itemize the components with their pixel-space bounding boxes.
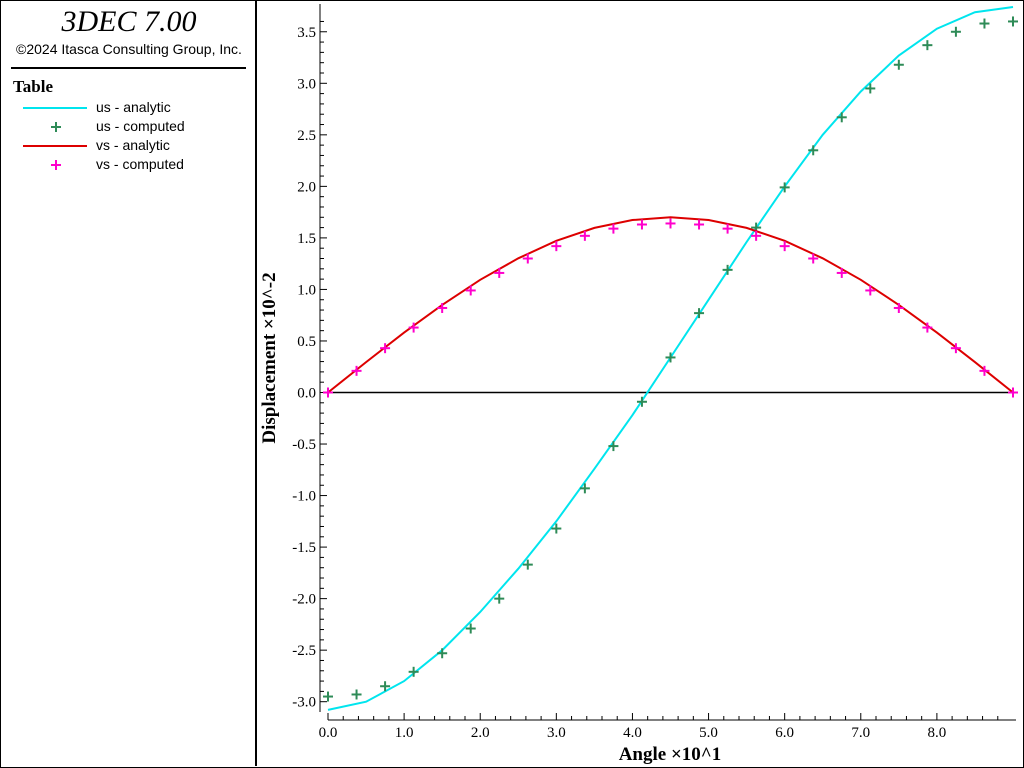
y-tick-label: 0.0 <box>297 385 316 401</box>
legend-label: vs - analytic <box>96 137 170 153</box>
x-tick-label: 6.0 <box>775 725 794 741</box>
data-point-us-computed <box>694 308 705 319</box>
y-tick-label: 0.5 <box>297 334 316 350</box>
data-point-vs-computed <box>323 387 333 398</box>
data-point-vs-computed <box>694 219 705 230</box>
data-point-us-computed <box>865 83 876 94</box>
data-point-vs-computed <box>522 253 533 264</box>
legend-title: Table <box>13 77 54 96</box>
data-point-us-computed <box>722 264 733 275</box>
data-point-vs-computed <box>579 230 590 241</box>
y-tick-label: -0.5 <box>292 437 316 453</box>
data-point-vs-computed <box>922 322 933 333</box>
y-tick-label: -1.0 <box>292 489 316 505</box>
data-point-vs-computed <box>665 218 676 229</box>
data-point-us-computed <box>979 18 990 29</box>
data-point-us-computed <box>808 145 819 156</box>
legend-label: us - computed <box>96 118 185 134</box>
data-point-us-computed <box>494 593 505 604</box>
x-tick-label: 1.0 <box>395 725 414 741</box>
y-tick-label: -2.0 <box>292 592 316 608</box>
data-point-vs-computed <box>722 223 733 234</box>
data-point-vs-computed <box>380 343 391 354</box>
legend-plus-sample <box>51 160 61 170</box>
data-point-us-computed <box>380 681 391 692</box>
legend-line-sample <box>23 107 87 109</box>
title-divider <box>11 67 246 69</box>
axes: -3.0 -2.5 -2.0 -1.5 -1.0 -0.5 0.0 0.5 1.0 1.5 2.0 2… <box>292 4 1016 741</box>
data-point-us-computed <box>922 40 933 51</box>
x-tick-label: 3.0 <box>547 725 566 741</box>
data-point-vs-computed <box>979 365 990 376</box>
series-layer <box>323 6 1018 711</box>
legend-item-us-analytic: us - analytic <box>21 98 246 117</box>
x-axis-title: Angle ×10^1 <box>619 744 722 765</box>
data-point-us-computed <box>836 112 847 123</box>
x-tick-label: 7.0 <box>851 725 870 741</box>
y-tick-label: 3.0 <box>297 76 316 92</box>
y-tick-label: -3.0 <box>292 695 316 711</box>
x-tick-label: 4.0 <box>623 725 642 741</box>
data-point-us-computed <box>665 352 676 363</box>
x-tick-label: 0.0 <box>319 725 338 741</box>
data-point-vs-computed <box>865 285 876 296</box>
data-point-us-computed <box>323 691 333 702</box>
data-point-vs-computed <box>351 365 362 376</box>
y-tick-label: 1.5 <box>297 231 316 247</box>
data-point-vs-computed <box>494 267 505 278</box>
data-point-vs-computed <box>636 219 647 230</box>
series-line-vs-analytic <box>327 216 1014 394</box>
y-tick-label: -2.5 <box>292 643 316 659</box>
data-point-vs-computed <box>551 241 562 252</box>
data-point-us-computed <box>1008 16 1018 27</box>
data-point-us-computed <box>437 648 448 659</box>
y-tick-label: -1.5 <box>292 540 316 556</box>
data-point-vs-computed <box>437 302 448 313</box>
data-point-us-computed <box>465 623 476 634</box>
data-point-us-computed <box>893 59 904 70</box>
data-point-us-computed <box>779 182 790 193</box>
legend-item-us-computed: us - computed <box>21 117 246 136</box>
legend-panel: 3DEC 7.00 ©2024 Itasca Consulting Group,… <box>1 1 257 766</box>
data-point-vs-computed <box>808 253 819 264</box>
legend-plus-sample <box>51 122 61 132</box>
y-axis-title: Displacement ×10^-2 <box>259 272 280 443</box>
legend-item-vs-analytic: vs - analytic <box>21 136 246 155</box>
data-point-vs-computed <box>465 285 476 296</box>
data-point-vs-computed <box>779 241 790 252</box>
data-point-us-computed <box>636 396 647 407</box>
data-point-us-computed <box>579 483 590 494</box>
data-point-vs-computed <box>408 322 419 333</box>
app-title: 3DEC 7.00 <box>61 5 197 38</box>
y-tick-label: 1.0 <box>297 282 316 298</box>
x-tick-label: 8.0 <box>928 725 947 741</box>
data-point-vs-computed <box>836 267 847 278</box>
data-point-us-computed <box>551 523 562 534</box>
data-point-us-computed <box>351 689 362 700</box>
y-tick-label: 2.0 <box>297 179 316 195</box>
y-tick-label: 3.5 <box>297 25 316 41</box>
y-tick-label: 2.5 <box>297 128 316 144</box>
data-point-vs-computed <box>1008 387 1018 398</box>
legend-line-sample <box>23 145 87 147</box>
data-point-us-computed <box>950 26 961 37</box>
x-tick-label: 2.0 <box>471 725 490 741</box>
data-point-us-computed <box>408 666 419 677</box>
legend-item-vs-computed: vs - computed <box>21 155 246 174</box>
data-point-vs-computed <box>751 230 762 241</box>
legend-label: vs - computed <box>96 156 184 172</box>
copyright-text: ©2024 Itasca Consulting Group, Inc. <box>16 41 242 57</box>
data-point-us-computed <box>522 559 533 570</box>
data-point-vs-computed <box>950 343 961 354</box>
legend-label: us - analytic <box>96 99 171 115</box>
data-point-us-computed <box>608 441 619 452</box>
x-tick-label: 5.0 <box>699 725 718 741</box>
data-point-vs-computed <box>608 223 619 234</box>
data-point-vs-computed <box>893 302 904 313</box>
